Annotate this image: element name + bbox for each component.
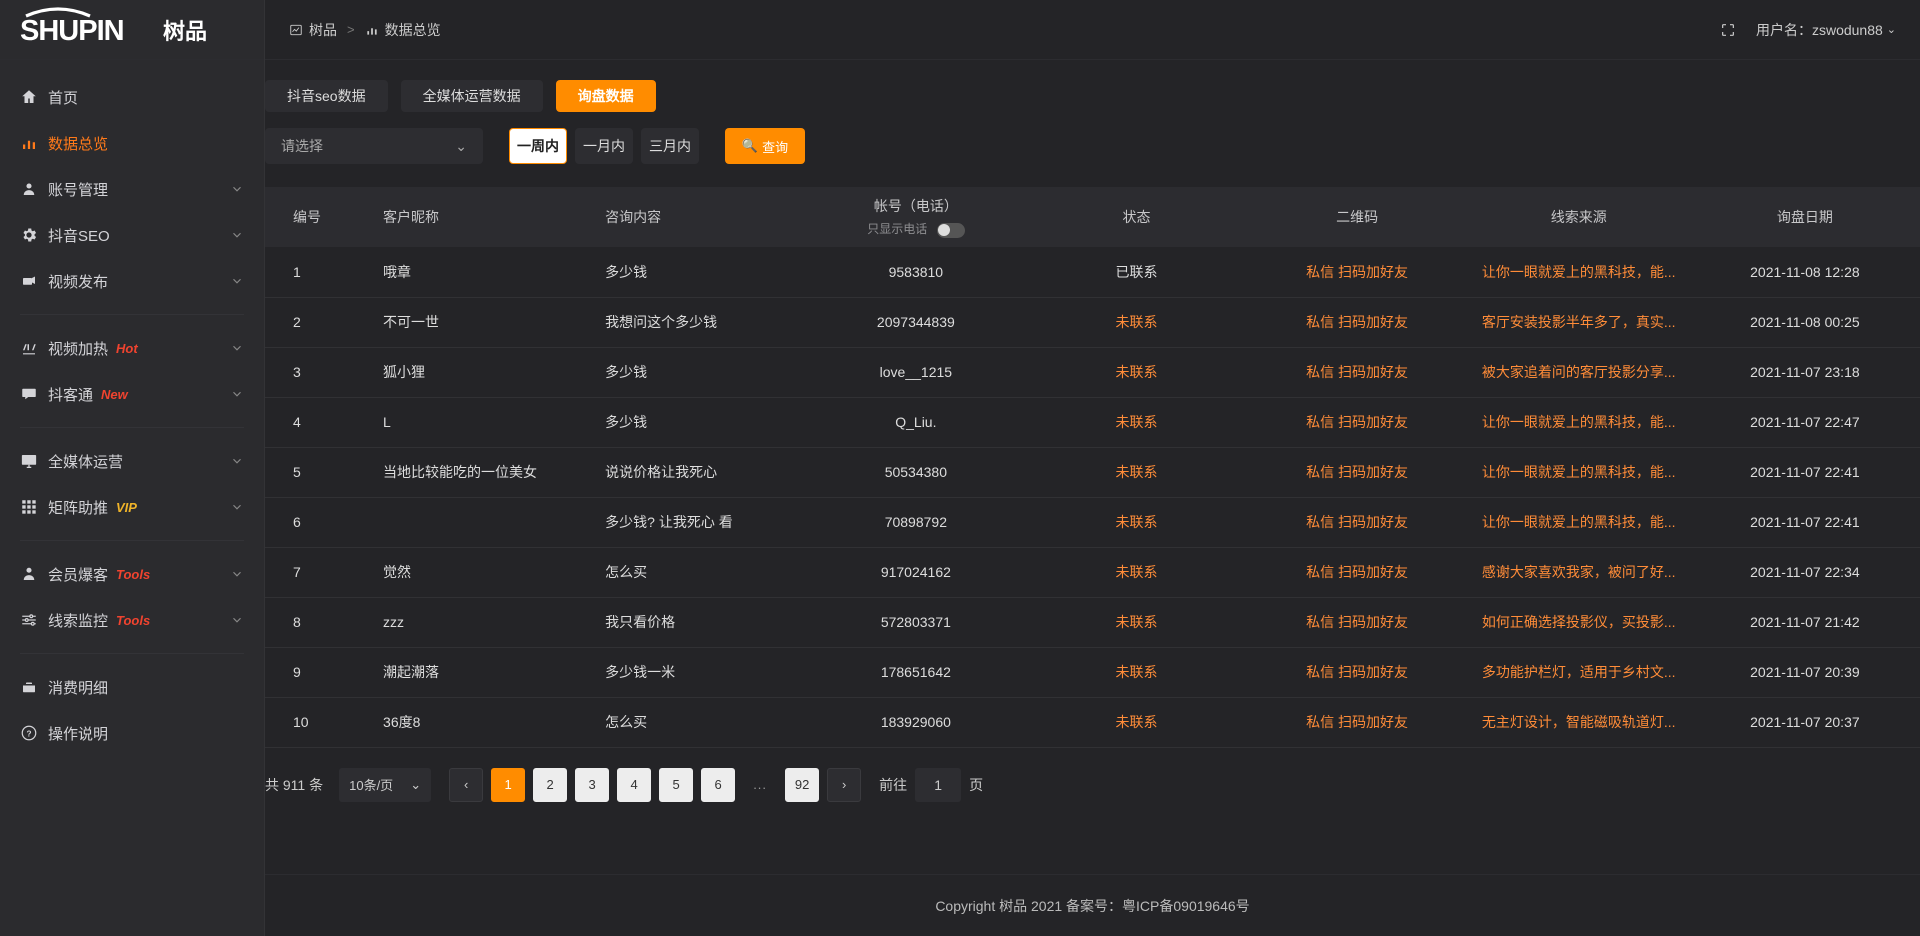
svg-text:树品: 树品 [163, 19, 207, 44]
svg-text:?: ? [26, 729, 31, 738]
svg-text:SHUPIN: SHUPIN [20, 15, 124, 47]
